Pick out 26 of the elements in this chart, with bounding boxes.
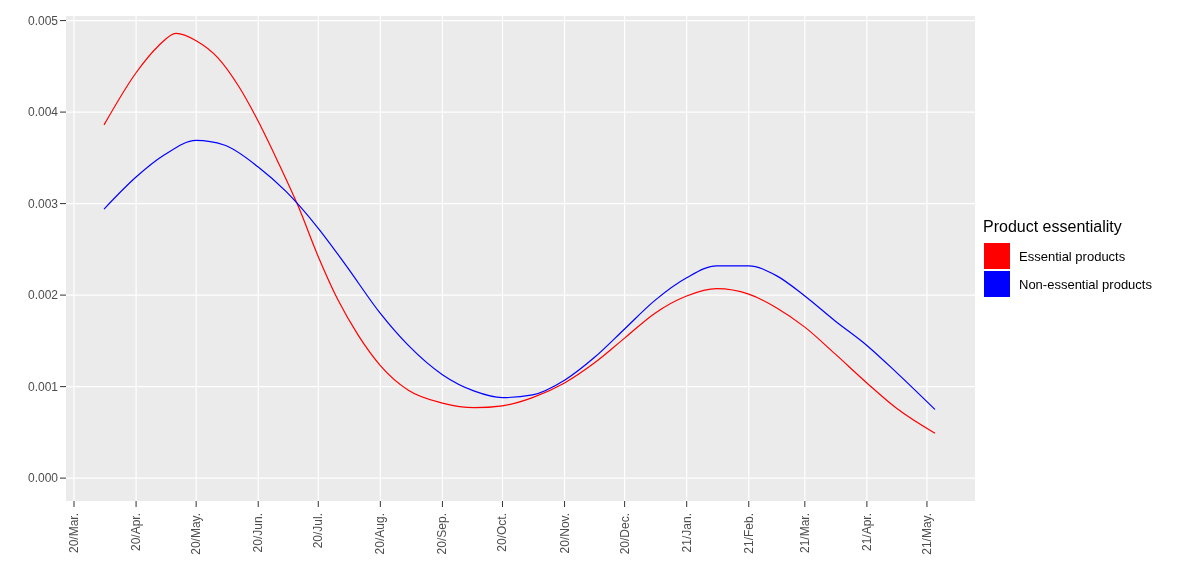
- legend-label: Essential products: [1019, 248, 1126, 264]
- x-tick-label: 20/Aug.: [373, 513, 388, 555]
- x-tick-label: 20/Oct.: [495, 513, 510, 552]
- x-tick-label: 21/Feb.: [741, 513, 756, 554]
- x-tick-label: 20/Jul.: [311, 513, 326, 549]
- y-tick-label: 0.002: [27, 288, 59, 303]
- y-tick-label: 0.000: [27, 471, 59, 486]
- y-tick-label: 0.003: [27, 196, 59, 211]
- x-tick-label: 20/Sep.: [435, 513, 450, 555]
- line-series: [103, 139, 936, 411]
- x-tick-label: 21/Apr.: [859, 513, 874, 552]
- line-series: [103, 32, 936, 434]
- y-tick-label: 0.004: [27, 105, 59, 120]
- x-tick-label: 20/Dec.: [617, 513, 632, 555]
- x-tick-label: 21/May.: [919, 513, 934, 555]
- x-tick-label: 20/Nov.: [557, 513, 572, 554]
- x-tick-label: 21/Mar.: [797, 513, 812, 554]
- x-tick-label: 20/May.: [189, 513, 204, 555]
- y-tick-label: 0.005: [27, 13, 59, 28]
- y-tick-label: 0.001: [27, 379, 59, 394]
- x-tick-label: 20/Mar.: [67, 513, 82, 554]
- x-tick-label: 20/Jun.: [251, 513, 266, 553]
- x-tick-label: 21/Jan.: [679, 513, 694, 553]
- x-tick-label: 20/Apr.: [129, 513, 144, 552]
- legend-label: Non-essential products: [1019, 276, 1152, 292]
- legend-title: Product essentiality: [983, 218, 1123, 236]
